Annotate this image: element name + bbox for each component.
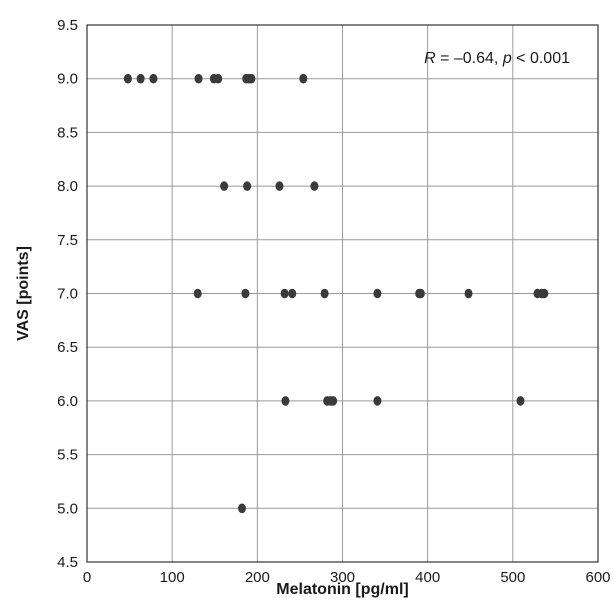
data-point — [540, 288, 549, 299]
data-point — [516, 396, 525, 406]
correlation-annotation: R = –0.64, p < 0.001 — [424, 50, 570, 67]
r-label: R — [424, 50, 436, 67]
data-point — [373, 288, 382, 299]
y-tick-label: 4.5 — [57, 554, 78, 571]
data-point — [275, 181, 284, 191]
p-label: p — [502, 50, 512, 67]
y-tick-label: 5.5 — [57, 447, 78, 464]
data-point — [320, 288, 329, 299]
data-point — [310, 181, 319, 191]
data-point — [136, 73, 145, 84]
data-point — [464, 288, 473, 299]
data-point — [288, 288, 297, 299]
x-tick-label: 500 — [500, 569, 525, 586]
data-point — [373, 396, 382, 406]
y-tick-label: 9.5 — [57, 17, 78, 34]
x-tick-label: 0 — [83, 569, 91, 586]
grid-lines — [87, 25, 598, 562]
y-tick-label: 5.0 — [57, 500, 78, 517]
x-tick-label: 600 — [585, 569, 610, 586]
x-tick-label: 400 — [415, 569, 440, 586]
x-tick-label: 200 — [245, 569, 270, 586]
data-point — [280, 288, 289, 299]
data-point — [329, 396, 338, 406]
data-point — [416, 288, 425, 299]
x-axis-title: Melatonin [pg/ml] — [276, 581, 408, 598]
data-point — [149, 73, 158, 84]
p-value: < 0.001 — [512, 50, 570, 67]
data-point — [299, 73, 308, 84]
data-points — [123, 73, 549, 514]
y-tick-label: 7.0 — [57, 286, 78, 303]
data-point — [238, 503, 247, 514]
y-tick-label: 6.0 — [57, 393, 78, 410]
data-point — [243, 181, 252, 191]
data-point — [123, 73, 132, 84]
data-point — [214, 73, 223, 84]
y-tick-label: 6.5 — [57, 339, 78, 356]
x-tick-label: 100 — [160, 569, 185, 586]
data-point — [194, 73, 203, 84]
data-point — [220, 181, 229, 191]
plot-area-frame — [86, 24, 599, 563]
data-point — [193, 288, 202, 299]
r-value: = –0.64, — [436, 50, 503, 67]
x-tick-label: 300 — [330, 569, 355, 586]
data-point — [247, 73, 256, 84]
data-point — [281, 396, 290, 406]
data-point — [241, 288, 250, 299]
tick-labels: 0 100 200 300 400 500 600 4.5 5.0 5.5 6.0 6.5 7.0 7.5… — [57, 17, 610, 586]
y-tick-label: 8.0 — [57, 178, 78, 195]
y-tick-label: 7.5 — [57, 232, 78, 249]
y-tick-label: 9.0 — [57, 71, 78, 88]
y-tick-label: 8.5 — [57, 124, 78, 141]
y-axis-title: VAS [points] — [15, 246, 32, 341]
